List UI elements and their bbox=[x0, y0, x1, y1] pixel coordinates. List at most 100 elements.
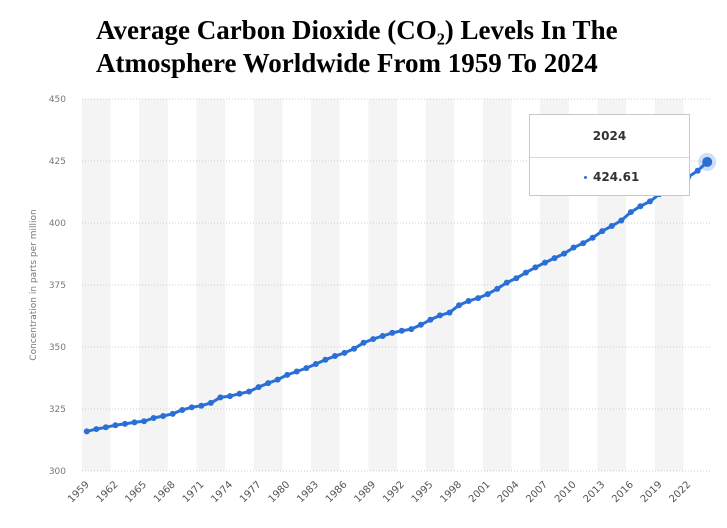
series-dot-icon bbox=[584, 176, 587, 179]
data-point bbox=[694, 167, 701, 174]
x-tick-label: 2007 bbox=[524, 479, 550, 505]
y-tick-label: 450 bbox=[49, 95, 66, 105]
x-tick-label: 2019 bbox=[639, 479, 665, 505]
data-point bbox=[484, 291, 491, 298]
data-point bbox=[494, 285, 501, 292]
plot-band bbox=[82, 99, 111, 471]
data-point bbox=[284, 371, 291, 378]
x-tick-label: 2001 bbox=[467, 479, 493, 505]
data-point bbox=[198, 402, 205, 409]
data-point bbox=[351, 345, 358, 352]
x-tick-label: 2013 bbox=[582, 479, 608, 505]
data-point bbox=[589, 234, 596, 241]
data-point bbox=[246, 388, 253, 395]
data-point bbox=[322, 356, 329, 363]
data-point bbox=[702, 156, 713, 167]
data-point bbox=[141, 418, 148, 425]
data-point bbox=[102, 424, 109, 431]
data-point bbox=[207, 399, 214, 406]
data-point bbox=[160, 412, 167, 419]
data-point bbox=[627, 209, 634, 216]
x-tick-label: 2004 bbox=[496, 479, 522, 505]
x-tick-label: 1998 bbox=[438, 479, 464, 505]
data-point bbox=[436, 312, 443, 319]
x-tick-label: 2022 bbox=[667, 479, 693, 505]
data-point bbox=[398, 327, 405, 334]
tooltip-value: 424.61 bbox=[593, 170, 640, 184]
data-point bbox=[608, 222, 615, 229]
x-tick-label: 1968 bbox=[152, 479, 178, 505]
data-point bbox=[580, 240, 587, 247]
data-point bbox=[541, 259, 548, 266]
data-point bbox=[551, 255, 558, 262]
data-point bbox=[456, 302, 463, 309]
data-point bbox=[503, 279, 510, 286]
data-point bbox=[265, 380, 272, 387]
data-point bbox=[599, 228, 606, 235]
data-point bbox=[331, 353, 338, 360]
x-tick-label: 2010 bbox=[553, 479, 579, 505]
data-point bbox=[370, 336, 377, 343]
data-point bbox=[475, 295, 482, 302]
data-point bbox=[417, 321, 424, 328]
data-point bbox=[236, 390, 243, 397]
data-point bbox=[112, 422, 119, 429]
data-point bbox=[561, 250, 568, 257]
y-tick-label: 350 bbox=[49, 343, 66, 353]
y-tick-label: 400 bbox=[49, 219, 66, 229]
data-point bbox=[389, 329, 396, 336]
x-tick-label: 1971 bbox=[181, 479, 207, 505]
x-tick-label: 1983 bbox=[295, 479, 321, 505]
x-tick-label: 1974 bbox=[209, 479, 235, 505]
data-point bbox=[217, 394, 224, 401]
data-point bbox=[637, 203, 644, 210]
tooltip-value-row: 424.61 bbox=[530, 158, 689, 196]
data-point bbox=[121, 420, 128, 427]
data-point bbox=[513, 275, 520, 282]
y-axis-label: Concentration in parts per million bbox=[29, 209, 39, 360]
chart-title-line-2: Atmosphere Worldwide From 1959 To 2024 bbox=[96, 48, 598, 78]
x-tick-label: 1959 bbox=[66, 479, 92, 505]
y-tick-label: 325 bbox=[49, 405, 66, 415]
data-point bbox=[312, 360, 319, 367]
data-point bbox=[408, 326, 415, 333]
data-point bbox=[360, 339, 367, 346]
data-point bbox=[379, 332, 386, 339]
data-point bbox=[522, 269, 529, 276]
data-point bbox=[532, 264, 539, 271]
data-point bbox=[427, 316, 434, 323]
data-point bbox=[618, 217, 625, 224]
x-tick-label: 1986 bbox=[324, 479, 350, 505]
data-point bbox=[150, 415, 157, 422]
x-tick-label: 1995 bbox=[410, 479, 436, 505]
data-point bbox=[131, 419, 138, 426]
x-tick-label: 1965 bbox=[123, 479, 149, 505]
data-tooltip: 2024 424.61 bbox=[529, 114, 690, 196]
x-tick-label: 2016 bbox=[610, 479, 636, 505]
data-point bbox=[226, 393, 233, 400]
data-point bbox=[465, 298, 472, 305]
data-point bbox=[255, 384, 262, 391]
data-point bbox=[169, 410, 176, 417]
data-point bbox=[570, 244, 577, 251]
x-tick-label: 1962 bbox=[95, 479, 121, 505]
data-point bbox=[179, 406, 186, 413]
y-tick-label: 300 bbox=[49, 467, 66, 477]
data-point bbox=[83, 428, 90, 435]
y-tick-label: 425 bbox=[49, 157, 66, 167]
data-point bbox=[303, 365, 310, 372]
x-tick-label: 1977 bbox=[238, 479, 264, 505]
x-tick-label: 1992 bbox=[381, 479, 407, 505]
data-point bbox=[188, 404, 195, 411]
data-point bbox=[446, 309, 453, 316]
data-point bbox=[293, 368, 300, 375]
x-tick-label: 1980 bbox=[267, 479, 293, 505]
data-point bbox=[274, 376, 281, 383]
y-tick-label: 375 bbox=[49, 281, 66, 291]
data-point bbox=[646, 198, 653, 205]
tooltip-year: 2024 bbox=[530, 115, 689, 158]
chart-title-line-1: Average Carbon Dioxide (CO₂) Levels In T… bbox=[96, 15, 618, 45]
x-tick-label: 1989 bbox=[352, 479, 378, 505]
data-point bbox=[341, 349, 348, 356]
chart-title: Average Carbon Dioxide (CO₂) Levels In T… bbox=[96, 14, 716, 80]
